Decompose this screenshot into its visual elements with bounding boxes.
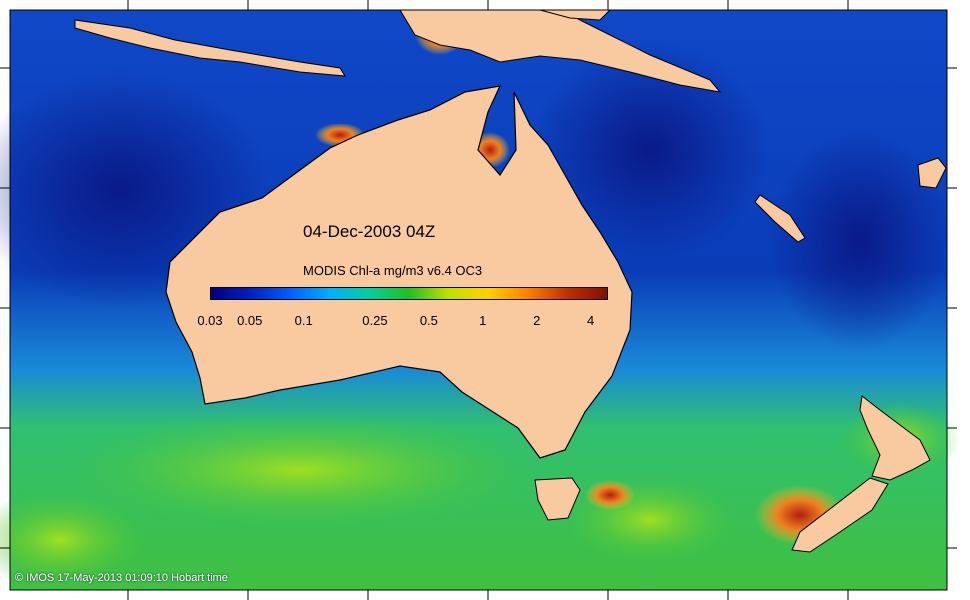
map-border [9, 9, 948, 591]
deep-ocean-coral-sea [530, 40, 770, 260]
colorbar-tick-label: 0.05 [237, 313, 263, 328]
copyright-credit: © IMOS 17-May-2013 01:09:10 Hobart time [15, 572, 228, 584]
colorbar-tick-label: 2 [533, 313, 541, 328]
colorbar-tick-label: 0.25 [362, 313, 388, 328]
southern-bloom-sw [0, 490, 150, 590]
land-new-caledonia [754, 194, 806, 243]
bloom-tasmania-east [585, 480, 635, 510]
deep-ocean-tasman [770, 130, 950, 350]
southern-bloom-west [60, 410, 540, 530]
southern-bloom-tasman [560, 475, 740, 565]
colorbar-tick-label: 4 [587, 313, 595, 328]
land-fiji [917, 157, 947, 189]
land-australia [165, 85, 633, 459]
colorbar-tick-label: 0.5 [419, 313, 438, 328]
land-indonesia [74, 19, 346, 77]
colorbar-tick-label: 0.03 [197, 313, 223, 328]
colorbar-tick-label: 0.1 [294, 313, 313, 328]
colorbar-tick-label: 1 [479, 313, 487, 328]
land-tasmania [534, 477, 581, 521]
land-new-zealand-south [791, 477, 889, 553]
date-label: 04-Dec-2003 04Z [303, 222, 436, 241]
land-new-zealand-north [859, 395, 931, 481]
colorbar-title: MODIS Chl-a mg/m3 v6.4 OC3 [303, 263, 483, 278]
colorbar [210, 287, 608, 300]
land-new-guinea [399, 9, 722, 93]
